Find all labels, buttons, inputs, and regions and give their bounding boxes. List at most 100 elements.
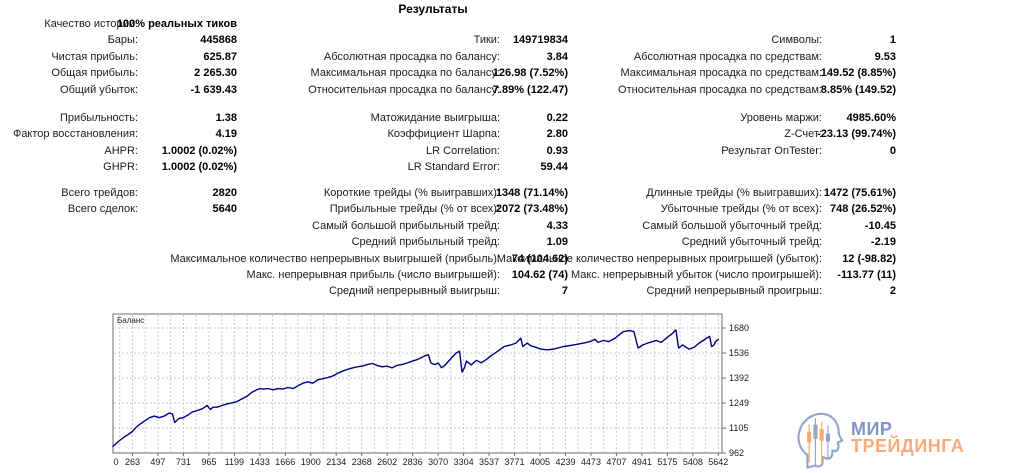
x-axis-tick-label: 1199 [225,457,244,467]
stat-value: 7.89% (122.47) [492,83,568,96]
stat-label: Общая прибыль: [51,67,138,80]
x-axis-tick-label: 3537 [479,457,499,467]
stat-value: -113.77 (11) [837,269,896,281]
stat-value: 4985.60% [846,112,896,124]
stat-label: Абсолютная просадка по средствам: [633,50,822,63]
stat-value: 9.53 [874,50,896,63]
page-title: Результаты [398,2,468,16]
stat-value: 1.0002 (0.02%) [161,144,237,157]
stat-value: 126.98 (7.52%) [492,67,568,80]
stat-label: GHPR: [103,161,138,174]
x-axis-tick-label: 1433 [250,457,270,467]
stat-label: Всего сделок: [67,203,138,216]
stat-label: Средний убыточный трейд: [681,236,822,249]
x-axis-tick-label: 5175 [657,457,677,467]
stat-value: -1 639.43 [190,83,237,96]
stat-label: Максимальное количество непрерывных прои… [496,252,822,265]
stat-value: 1348 (71.14%) [495,187,568,199]
stat-value: 5640 [212,203,237,216]
stat-label: Качество истории: [44,18,138,30]
stat-value: 1.0002 (0.02%) [161,161,237,174]
stat-label: Бары: [107,34,138,47]
stat-label: Общий убыток: [60,83,138,96]
stat-label: Z-Счет: [784,128,822,141]
y-axis-tick-label: 1105 [729,423,748,433]
stat-value: 2.80 [546,128,568,141]
stat-value: 59.44 [540,161,568,174]
stat-label: Самый большой прибыльный трейд: [312,219,500,232]
watermark-text: МИР ТРЕЙДИНГА [851,419,965,456]
stat-value: 12 (-98.82) [842,252,896,265]
stat-label: Матожидание выигрыша: [370,112,500,124]
stat-value: 104.62 (74) [511,269,568,281]
balance-line [112,329,719,448]
stat-value: 2072 (73.48%) [495,203,568,216]
x-axis-tick-label: 4239 [555,457,575,467]
stat-label: LR Correlation: [426,144,500,157]
stat-value: 2 265.30 [194,67,237,80]
stat-value: -2.19 [870,236,896,249]
stat-value: 2820 [212,187,237,199]
y-axis-tick-label: 1392 [729,373,749,383]
y-axis-tick-label: 1536 [729,348,749,358]
stat-label: Символы: [771,34,822,47]
stat-label: Максимальная просадка по балансу: [310,67,500,80]
stat-value: 8.85% (149.52) [820,83,896,96]
stat-value: 1.09 [546,236,568,249]
watermark-line1: МИР [851,419,893,439]
stat-label: Длинные трейды (% выигравших): [646,187,822,199]
stat-label: Средний прибыльный трейд: [351,236,500,249]
stat-label: LR Standard Error: [407,161,500,174]
stat-value: 748 (26.52%) [829,203,896,216]
x-axis-tick-label: 4005 [530,457,550,467]
stat-value: 0.93 [546,144,568,157]
x-axis-tick-label: 2134 [326,457,346,467]
x-axis-tick-label: 3304 [454,457,474,467]
stat-value: 3.84 [546,50,568,63]
x-axis-tick-label: 5408 [683,457,703,467]
stat-label: Абсолютная просадка по балансу: [323,50,500,63]
stat-value: -10.45 [864,219,896,232]
stat-value: 1 [889,34,896,47]
stat-value: 4.19 [215,128,237,141]
stat-label: Уровень маржи: [740,112,822,124]
stat-label: Прибыльные трейды (% от всех): [329,203,500,216]
stat-label: Средний непрерывный проигрыш: [646,285,822,298]
x-axis-tick-label: 2602 [377,457,397,467]
x-axis-tick-label: 1900 [301,457,321,467]
stat-value: 7 [561,285,568,298]
x-axis-tick-label: 2368 [352,457,372,467]
stat-value: 0 [889,144,896,157]
stat-label: Максимальное количество непрерывных выиг… [170,252,500,265]
watermark-logo: МИР ТРЕЙДИНГА [794,406,964,470]
x-axis-tick-label: 4941 [632,457,652,467]
stat-value: 2 [889,285,896,298]
y-axis-tick-label: 962 [729,448,744,458]
stat-label: Результат OnTester: [721,144,822,157]
stat-value: 1472 (75.61%) [823,187,896,199]
stat-value: 100% реальных тиков [116,18,237,30]
stat-value: 445868 [200,34,237,47]
x-axis-tick-label: 5642 [708,457,728,467]
stat-label: Коэффициент Шарпа: [387,128,500,141]
x-axis-tick-label: 731 [176,457,191,467]
stat-value: 1.38 [215,112,237,124]
stat-label: Прибыльность: [59,112,138,124]
stat-label: Фактор восстановления: [12,128,138,141]
stat-label: Максимальная просадка по средствам: [620,67,822,80]
stat-label: Тики: [473,34,500,47]
stat-label: Короткие трейды (% выигравших): [323,187,500,199]
stat-label: Средний непрерывный выигрыш: [328,285,500,298]
stat-label: Чистая прибыль: [51,50,138,63]
stat-label: Самый большой убыточный трейд: [642,219,822,232]
stat-value: 149.52 (8.85%) [820,67,896,80]
stat-label: AHPR: [104,144,138,157]
x-axis-tick-label: 3771 [505,457,525,467]
stat-value: 74 (104.62) [511,252,568,265]
watermark-line2: ТРЕЙДИНГА [851,436,965,456]
stat-value: 0.22 [546,112,568,124]
x-axis-tick-label: 4473 [581,457,601,467]
chart-title: Баланс [117,316,144,325]
x-axis-tick-label: 0 [113,457,118,467]
